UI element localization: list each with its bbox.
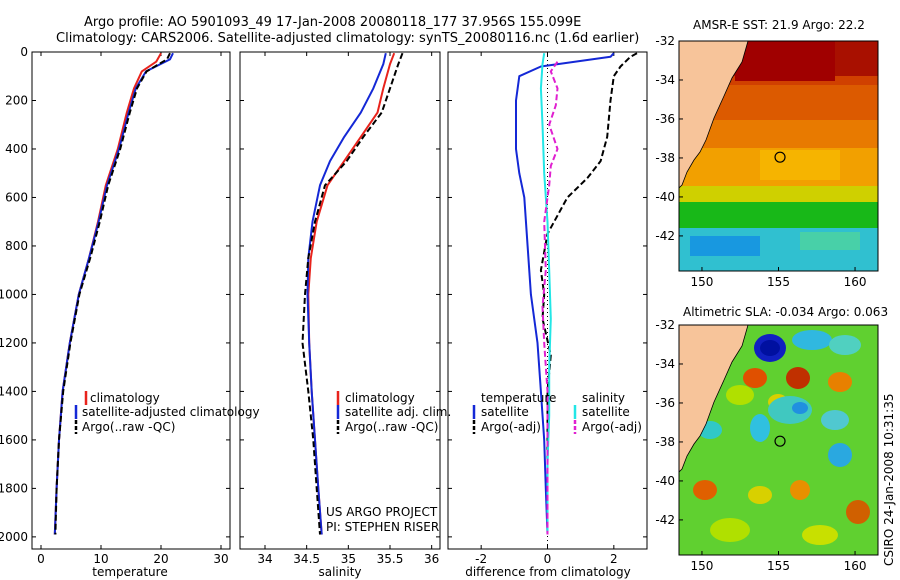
series-satellite-adj-clim bbox=[306, 52, 387, 535]
x-tick-label: 35 bbox=[341, 552, 356, 566]
map-x-tick-label: 150 bbox=[691, 275, 714, 289]
series-salinity-satellite bbox=[539, 53, 552, 535]
y-tick-label: 400 bbox=[5, 142, 28, 156]
legend-temp-argo-label: Argo(-adj) bbox=[481, 420, 541, 434]
x-tick-label: 0 bbox=[37, 552, 45, 566]
x-tick-label: -2 bbox=[475, 552, 487, 566]
sst-map: 150 155 160 -32 -34 -36 -38 -40 -42 bbox=[655, 34, 879, 289]
map-y-tick-label: -32 bbox=[655, 318, 675, 332]
series-satellite-adjusted-climatology bbox=[53, 52, 174, 535]
map-x-tick-label: 155 bbox=[767, 559, 790, 573]
project-line-1: US ARGO PROJECT bbox=[326, 505, 438, 519]
argo-float-marker bbox=[774, 151, 786, 163]
map-y-tick-label: -38 bbox=[655, 435, 675, 449]
map-x-tick-label: 160 bbox=[844, 275, 867, 289]
argo-float-marker bbox=[774, 435, 786, 447]
x-tick-label: 2 bbox=[610, 552, 618, 566]
salinity-panel: 34 34.5 35 35.5 36 salinity US ARGO PROJECT … bbox=[239, 51, 441, 579]
x-tick-label: 36 bbox=[424, 552, 439, 566]
series-argo-raw-qc bbox=[54, 52, 171, 535]
series-temperature-argo-adj bbox=[539, 52, 638, 535]
profile-title: Argo profile: AO 5901093_49 17-Jan-2008 … bbox=[84, 15, 581, 30]
temperature-panel: 0 10 20 30 0 200 400 600 800 1000 1200 1400 1600 1800… bbox=[0, 45, 231, 579]
x-tick-label: 34 bbox=[257, 552, 272, 566]
series-temperature-satellite bbox=[515, 52, 615, 535]
sla-map-field bbox=[679, 325, 878, 555]
salinity-plot-frame bbox=[239, 51, 441, 550]
map-y-tick-label: -38 bbox=[655, 151, 675, 165]
map-y-tick-label: -34 bbox=[655, 73, 675, 87]
y-tick-label: 200 bbox=[5, 93, 28, 107]
y-tick-label: 0 bbox=[20, 45, 28, 59]
map-x-tick-label: 150 bbox=[691, 559, 714, 573]
y-tick-label: 1400 bbox=[0, 384, 28, 398]
legend-temperature-heading: temperature bbox=[481, 391, 556, 405]
map-y-tick-label: -40 bbox=[655, 474, 675, 488]
legend-salinity-heading: salinity bbox=[582, 391, 625, 405]
salinity-legend: climatology satellite adj. clim. Argo(..… bbox=[336, 391, 451, 434]
legend-satellite-label: satellite adj. clim. bbox=[345, 405, 451, 419]
x-tick-label: 0 bbox=[544, 552, 552, 566]
sst-land bbox=[679, 41, 748, 188]
series-salinity-argo-adj bbox=[541, 61, 559, 535]
y-tick-label: 1800 bbox=[0, 481, 28, 495]
difference-xlabel: difference from climatology bbox=[465, 565, 631, 579]
legend-sal-argo-label: Argo(-adj) bbox=[582, 420, 642, 434]
map-x-tick-label: 160 bbox=[844, 559, 867, 573]
map-y-tick-label: -36 bbox=[655, 396, 675, 410]
sst-map-title: AMSR-E SST: 21.9 Argo: 22.2 bbox=[693, 18, 865, 32]
legend-temp-satellite-label: satellite bbox=[481, 405, 529, 419]
climatology-subtitle: Climatology: CARS2006. Satellite-adjuste… bbox=[56, 31, 639, 46]
temperature-xlabel: temperature bbox=[92, 565, 167, 579]
temperature-legend: climatology satellite-adjusted climatolo… bbox=[74, 391, 260, 434]
project-line-2: PI: STEPHEN RISER bbox=[326, 520, 439, 534]
legend-argo-label: Argo(..raw -QC) bbox=[345, 420, 438, 434]
legend-argo-label: Argo(..raw -QC) bbox=[82, 420, 175, 434]
sla-land bbox=[679, 325, 748, 472]
map-y-tick-label: -32 bbox=[655, 34, 675, 48]
map-x-tick-label: 155 bbox=[767, 275, 790, 289]
y-tick-label: 1000 bbox=[0, 287, 28, 301]
temperature-plot-frame bbox=[31, 51, 231, 550]
sla-map: 150 155 160 -32 -34 -36 -38 -40 -42 bbox=[655, 318, 879, 573]
legend-climatology-label: climatology bbox=[345, 391, 415, 405]
salinity-xlabel: salinity bbox=[318, 565, 361, 579]
y-tick-label: 1200 bbox=[0, 336, 28, 350]
x-tick-label: 35.5 bbox=[377, 552, 404, 566]
map-y-tick-label: -34 bbox=[655, 357, 675, 371]
y-tick-label: 1600 bbox=[0, 433, 28, 447]
x-tick-label: 10 bbox=[93, 552, 108, 566]
map-y-tick-label: -42 bbox=[655, 513, 675, 527]
legend-climatology-label: climatology bbox=[90, 391, 160, 405]
y-tick-label: 600 bbox=[5, 190, 28, 204]
map-y-tick-label: -36 bbox=[655, 112, 675, 126]
map-y-tick-label: -42 bbox=[655, 229, 675, 243]
y-tick-label: 800 bbox=[5, 239, 28, 253]
x-tick-label: 20 bbox=[153, 552, 168, 566]
difference-panel: -2 0 2 difference from climatology bbox=[447, 51, 648, 579]
legend-sal-satellite-label: satellite bbox=[582, 405, 630, 419]
x-tick-label: 34.5 bbox=[293, 552, 320, 566]
difference-legend: temperature satellite Argo(-adj) salinit… bbox=[472, 391, 642, 434]
legend-satellite-label: satellite-adjusted climatology bbox=[82, 405, 260, 419]
sla-map-title: Altimetric SLA: -0.034 Argo: 0.063 bbox=[683, 305, 888, 319]
series-climatology bbox=[53, 52, 162, 535]
series-argo-raw-qc bbox=[301, 52, 404, 535]
y-tick-label: 2000 bbox=[0, 530, 28, 544]
csiro-credit: CSIRO 24-Jan-2008 10:31:35 bbox=[882, 394, 896, 566]
sst-map-field bbox=[679, 41, 878, 271]
map-y-tick-label: -40 bbox=[655, 190, 675, 204]
x-tick-label: 30 bbox=[213, 552, 228, 566]
